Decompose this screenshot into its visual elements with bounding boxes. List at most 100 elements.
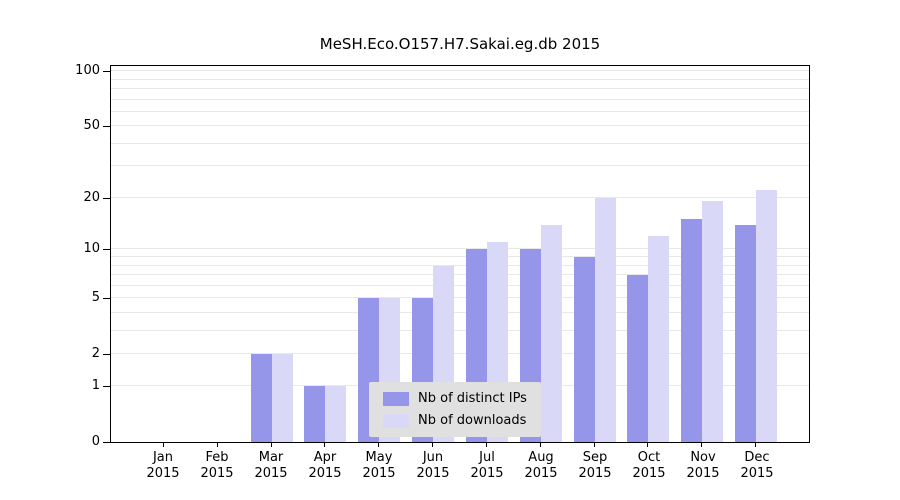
bar-group-nov [675, 66, 729, 442]
x-axis-label-apr: Apr 2015 [298, 450, 352, 482]
x-label-month: Mar [258, 450, 284, 465]
x-label-year: 2015 [578, 466, 612, 481]
bar-distinct-ips [681, 219, 703, 442]
x-label-year: 2015 [632, 466, 666, 481]
x-label-month: Feb [205, 450, 229, 465]
x-axis-label-jun: Jun 2015 [406, 450, 460, 482]
gridline [111, 352, 809, 354]
legend-swatch-distinct-ips [383, 391, 409, 406]
gridline [111, 329, 809, 331]
x-label-month: Sep [582, 450, 608, 465]
bar-distinct-ips [627, 275, 649, 442]
y-tick-label: 10 [83, 241, 100, 257]
x-axis-label-sep: Sep 2015 [568, 450, 622, 482]
bar-group-oct [621, 66, 675, 442]
x-axis-label-may: May 2015 [352, 450, 406, 482]
y-tick-mark [103, 298, 110, 300]
x-axis-label-feb: Feb 2015 [190, 450, 244, 482]
y-tick-mark [103, 71, 110, 73]
x-axis-label-dec: Dec 2015 [730, 450, 784, 482]
gridline [111, 125, 809, 127]
x-label-year: 2015 [416, 466, 450, 481]
x-tick-mark [378, 443, 379, 447]
x-tick-mark [486, 443, 487, 447]
gridline [111, 88, 809, 90]
x-axis-label-nov: Nov 2015 [676, 450, 730, 482]
y-tick-label: 0 [91, 434, 100, 449]
legend-item-downloads: Nb of downloads [383, 413, 527, 428]
bar-group-sep [568, 66, 622, 442]
legend: Nb of distinct IPs Nb of downloads [369, 382, 541, 437]
x-label-month: Jan [152, 450, 174, 465]
x-label-month: May [365, 450, 393, 465]
y-tick-label: 20 [83, 189, 100, 205]
gridline [111, 196, 809, 198]
bar-downloads [756, 190, 778, 442]
x-tick-mark [271, 443, 272, 447]
bar-downloads [271, 353, 293, 442]
gridline [111, 165, 809, 167]
y-tick-mark [103, 353, 110, 355]
gridline [111, 142, 809, 144]
x-axis-label-jan: Jan 2015 [136, 450, 190, 482]
y-tick-label: 100 [75, 63, 100, 79]
x-tick-mark [163, 443, 164, 447]
bar-downloads [648, 236, 670, 442]
bar-group-apr [298, 66, 352, 442]
gridline [111, 274, 809, 275]
x-label-year: 2015 [254, 466, 288, 481]
x-label-year: 2015 [470, 466, 504, 481]
bar-downloads [702, 201, 724, 442]
x-label-year: 2015 [146, 466, 180, 481]
bar-group-dec [729, 66, 783, 442]
gridline [111, 264, 809, 266]
legend-item-distinct-ips: Nb of distinct IPs [383, 391, 527, 406]
y-tick-mark [103, 197, 110, 199]
x-axis-labels: Jan 2015 Feb 2015 Mar 2015 Apr 2015 May 2015 Jun 20… [110, 450, 810, 482]
gridline [111, 248, 809, 250]
legend-label-distinct-ips: Nb of distinct IPs [418, 391, 527, 406]
y-tick-label: 5 [91, 290, 100, 306]
legend-label-downloads: Nb of downloads [418, 413, 527, 428]
plot-area: Nb of distinct IPs Nb of downloads [110, 65, 810, 443]
x-label-year: 2015 [200, 466, 234, 481]
x-tick-mark [701, 443, 702, 447]
x-axis-label-aug: Aug 2015 [514, 450, 568, 482]
bar-downloads [325, 386, 347, 442]
y-tick-label: 2 [91, 345, 100, 361]
gridline [111, 98, 809, 100]
y-tick-label: 50 [83, 118, 100, 134]
bar-group-mar [245, 66, 299, 442]
x-tick-mark [432, 443, 433, 447]
bar-group-jan [137, 66, 191, 442]
x-tick-mark [755, 443, 756, 447]
x-label-year: 2015 [362, 466, 396, 481]
y-tick-mark [103, 249, 110, 251]
x-label-month: Jul [479, 450, 495, 465]
x-label-month: Oct [637, 450, 661, 465]
gridline [111, 256, 809, 258]
y-tick-mark [103, 126, 110, 128]
gridline [111, 284, 809, 286]
x-label-year: 2015 [524, 466, 558, 481]
bar-group-feb [191, 66, 245, 442]
x-axis-label-oct: Oct 2015 [622, 450, 676, 482]
y-tick-mark [103, 386, 110, 388]
gridline [111, 297, 809, 299]
y-tick-label: 1 [91, 378, 100, 394]
x-label-month: Aug [528, 450, 554, 465]
bar-downloads [540, 224, 562, 442]
x-tick-mark [217, 443, 218, 447]
x-axis-label-mar: Mar 2015 [244, 450, 298, 482]
legend-swatch-downloads [383, 413, 409, 428]
y-tick-mark [103, 442, 110, 443]
gridline [111, 311, 809, 313]
bar-distinct-ips [573, 257, 595, 442]
x-tick-mark [594, 443, 595, 447]
x-label-month: Apr [313, 450, 337, 465]
x-tick-mark [324, 443, 325, 447]
chart-title: MeSH.Eco.O157.H7.Sakai.eg.db 2015 [319, 35, 601, 53]
gridline [111, 70, 809, 72]
x-tick-mark [540, 443, 541, 447]
